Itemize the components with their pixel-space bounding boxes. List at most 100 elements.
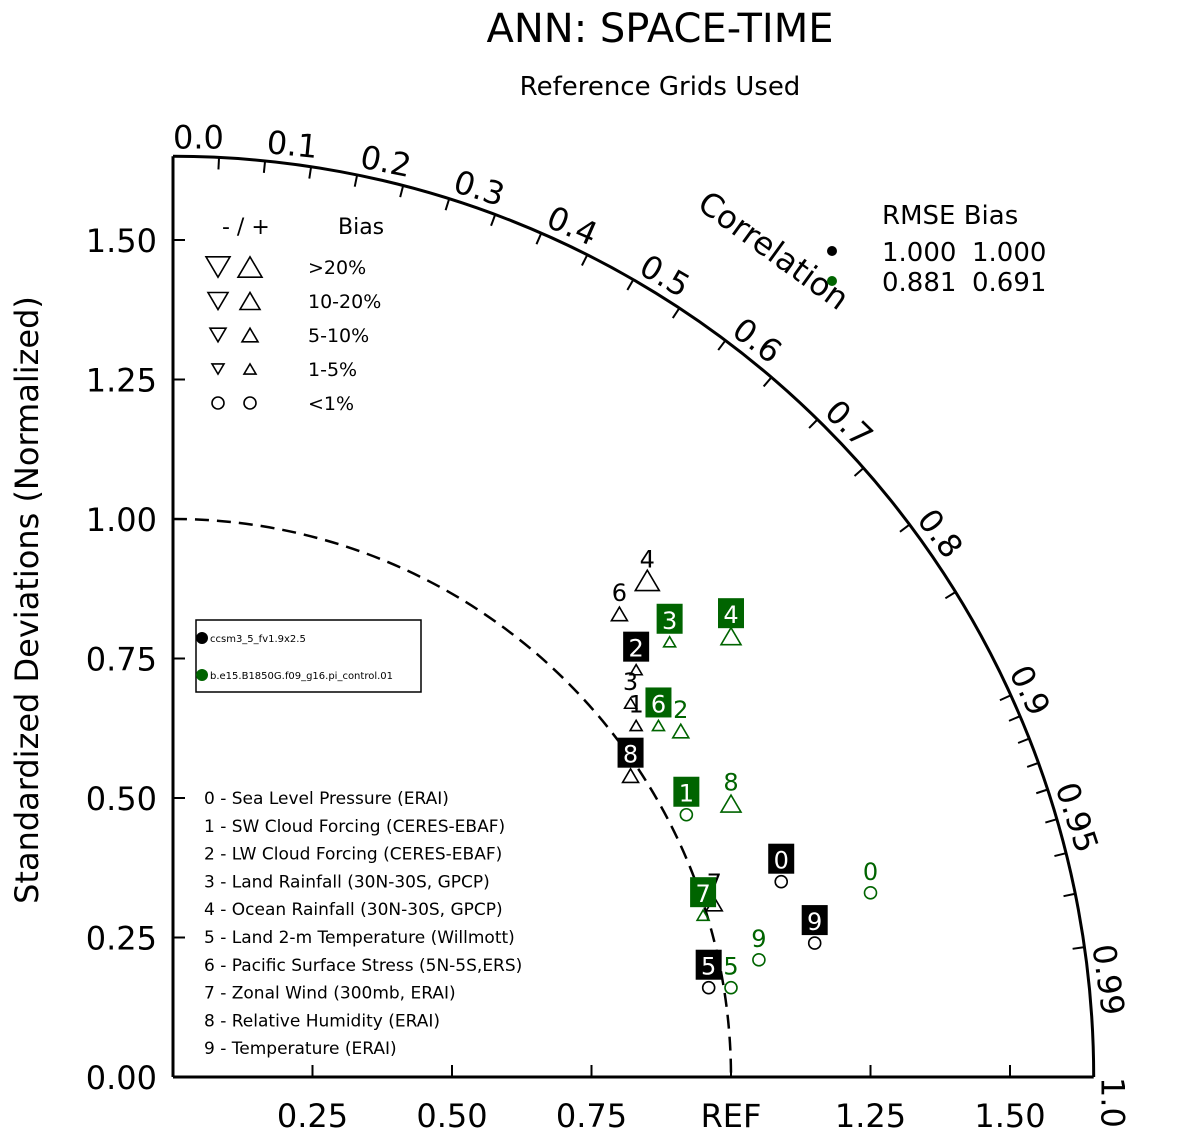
x-tick-label: 1.50: [974, 1097, 1045, 1135]
variable-legend-item: 5 - Land 2-m Temperature (Willmott): [204, 928, 515, 948]
data-point-label: 2: [628, 635, 643, 663]
bias-legend-marker-minus: [204, 256, 232, 279]
data-point-label: 2: [673, 696, 688, 724]
x-tick-label: REF: [701, 1097, 762, 1135]
data-point-label: 6: [612, 579, 627, 607]
y-tick-label: 0.75: [86, 641, 157, 679]
data-point-label-box: [623, 631, 650, 662]
data-point-label-box: [645, 687, 672, 718]
data-point-marker: [679, 807, 694, 822]
variable-legend-item: 7 - Zonal Wind (300mb, ERAI): [204, 984, 456, 1004]
correlation-tick-label: 1.0: [1094, 1077, 1132, 1128]
variable-legend-item: 1 - SW Cloud Forcing (CERES-EBAF): [204, 817, 505, 837]
data-point-label: 5: [723, 953, 738, 981]
case-legend-name: b.e15.B1850G.f09_g16.pi_control.01: [210, 671, 393, 682]
data-point-marker: [621, 767, 640, 784]
data-point-marker: [701, 980, 716, 995]
data-point-label: 9: [807, 908, 822, 936]
variable-legend-item: 3 - Land Rainfall (30N-30S, GPCP): [204, 872, 490, 892]
data-point-label: 4: [723, 601, 738, 629]
data-point-label: 5: [701, 953, 716, 981]
correlation-tick-mark: [762, 376, 773, 388]
rmse-legend-dot: [827, 246, 837, 256]
correlation-tick-label: 0.1: [265, 123, 319, 166]
data-point-marker: [628, 662, 644, 676]
bias-legend-label: 1-5%: [308, 359, 357, 381]
correlation-tick-label: 0.0: [173, 118, 224, 156]
data-point-label: 1: [679, 780, 694, 808]
data-point-marker: [774, 874, 789, 889]
data-point-marker: [863, 886, 878, 900]
correlation-tick-mark: [808, 418, 819, 429]
data-point-label: 7: [695, 880, 710, 908]
correlation-tick-label: 0.5: [633, 247, 696, 305]
data-point-marker: [752, 953, 766, 967]
y-tick-label: 1.25: [86, 362, 157, 400]
correlation-tick-label: 0.6: [725, 310, 789, 371]
correlation-tick-mark: [1035, 788, 1048, 795]
bias-legend-marker-minus: [208, 327, 228, 344]
bias-legend-marker-plus: [236, 255, 264, 278]
rmse-legend-bias: 0.691: [972, 268, 1046, 298]
correlation-tick-mark: [353, 174, 359, 187]
y-tick-label: 1.50: [86, 222, 157, 260]
data-point-label: 4: [640, 545, 655, 573]
data-point-label-box: [695, 949, 722, 980]
correlation-tick-mark: [626, 279, 635, 291]
data-point-label: 1: [628, 690, 643, 718]
chart-subtitle: Reference Grids Used: [520, 72, 801, 102]
correlation-tick-mark: [399, 185, 405, 198]
chart-title: ANN: SPACE-TIME: [487, 6, 834, 52]
x-tick-label: 0.25: [277, 1097, 348, 1135]
bias-legend-title: Bias: [338, 215, 384, 240]
data-point-marker: [628, 718, 644, 732]
bias-legend-header: - / +: [222, 215, 270, 240]
data-point-label-box: [768, 843, 795, 874]
bias-legend-marker-minus: [211, 396, 225, 410]
variable-legend: 0 - Sea Level Pressure (ERAI) 1 - SW Clou…: [204, 789, 522, 1059]
data-point-label-box: [718, 598, 744, 629]
data-point-marker: [695, 908, 711, 922]
data-point-label: 9: [751, 925, 766, 953]
bias-legend-label: 10-20%: [308, 291, 381, 313]
data-point-label: 8: [723, 769, 738, 797]
case-legend-dot: [196, 632, 208, 644]
data-point-label: 0: [774, 847, 789, 875]
bias-legend-marker-minus: [206, 291, 230, 312]
data-point-marker: [633, 568, 661, 592]
y-tick-label: 0.00: [86, 1059, 157, 1097]
y-axis-label: Standardized Deviations (Normalized): [8, 296, 46, 904]
correlation-tick-mark: [899, 523, 911, 533]
bias-legend-marker-plus: [242, 362, 258, 375]
data-point-label: 3: [662, 607, 677, 635]
correlation-tick-label: 0.9: [1002, 659, 1058, 721]
data-point-label: 3: [623, 668, 638, 696]
x-tick-label: 0.75: [556, 1097, 627, 1135]
correlation-tick-label: 0.8: [910, 502, 971, 566]
variable-legend-item: 4 - Ocean Rainfall (30N-30S, GPCP): [204, 900, 503, 920]
bias-legend-label: >20%: [308, 257, 366, 279]
correlation-tick-mark: [717, 339, 727, 351]
data-point-label: 6: [651, 690, 666, 718]
outer-arc: [172, 154, 1096, 1078]
data-point-marker: [623, 696, 638, 710]
bias-legend: - / + Bias >20% 10-20% 5-10% 1-5% <1%: [204, 215, 384, 415]
correlation-tick-label: 0.7: [818, 392, 881, 455]
variable-legend-item: 0 - Sea Level Pressure (ERAI): [204, 789, 449, 809]
variable-legend-item: 6 - Pacific Surface Stress (5N-5S,ERS): [204, 956, 522, 976]
correlation-tick-mark: [1054, 852, 1067, 858]
correlation-tick-mark: [1008, 715, 1021, 722]
bias-legend-label: 5-10%: [308, 325, 369, 347]
y-tick-label: 0.25: [86, 920, 157, 958]
rmse-legend-dot: [827, 276, 837, 286]
data-point-label-box: [617, 737, 644, 768]
bias-legend-marker-plus: [243, 396, 257, 410]
data-point-marker: [719, 793, 743, 813]
case-legend-box: [195, 619, 422, 693]
bias-legend-marker-minus: [210, 363, 226, 376]
data-point-marker: [651, 718, 666, 732]
y-tick-label: 1.00: [86, 501, 157, 539]
variable-legend-item: 9 - Temperature (ERAI): [204, 1039, 397, 1059]
rmse-legend-header: RMSE Bias: [882, 201, 1018, 231]
